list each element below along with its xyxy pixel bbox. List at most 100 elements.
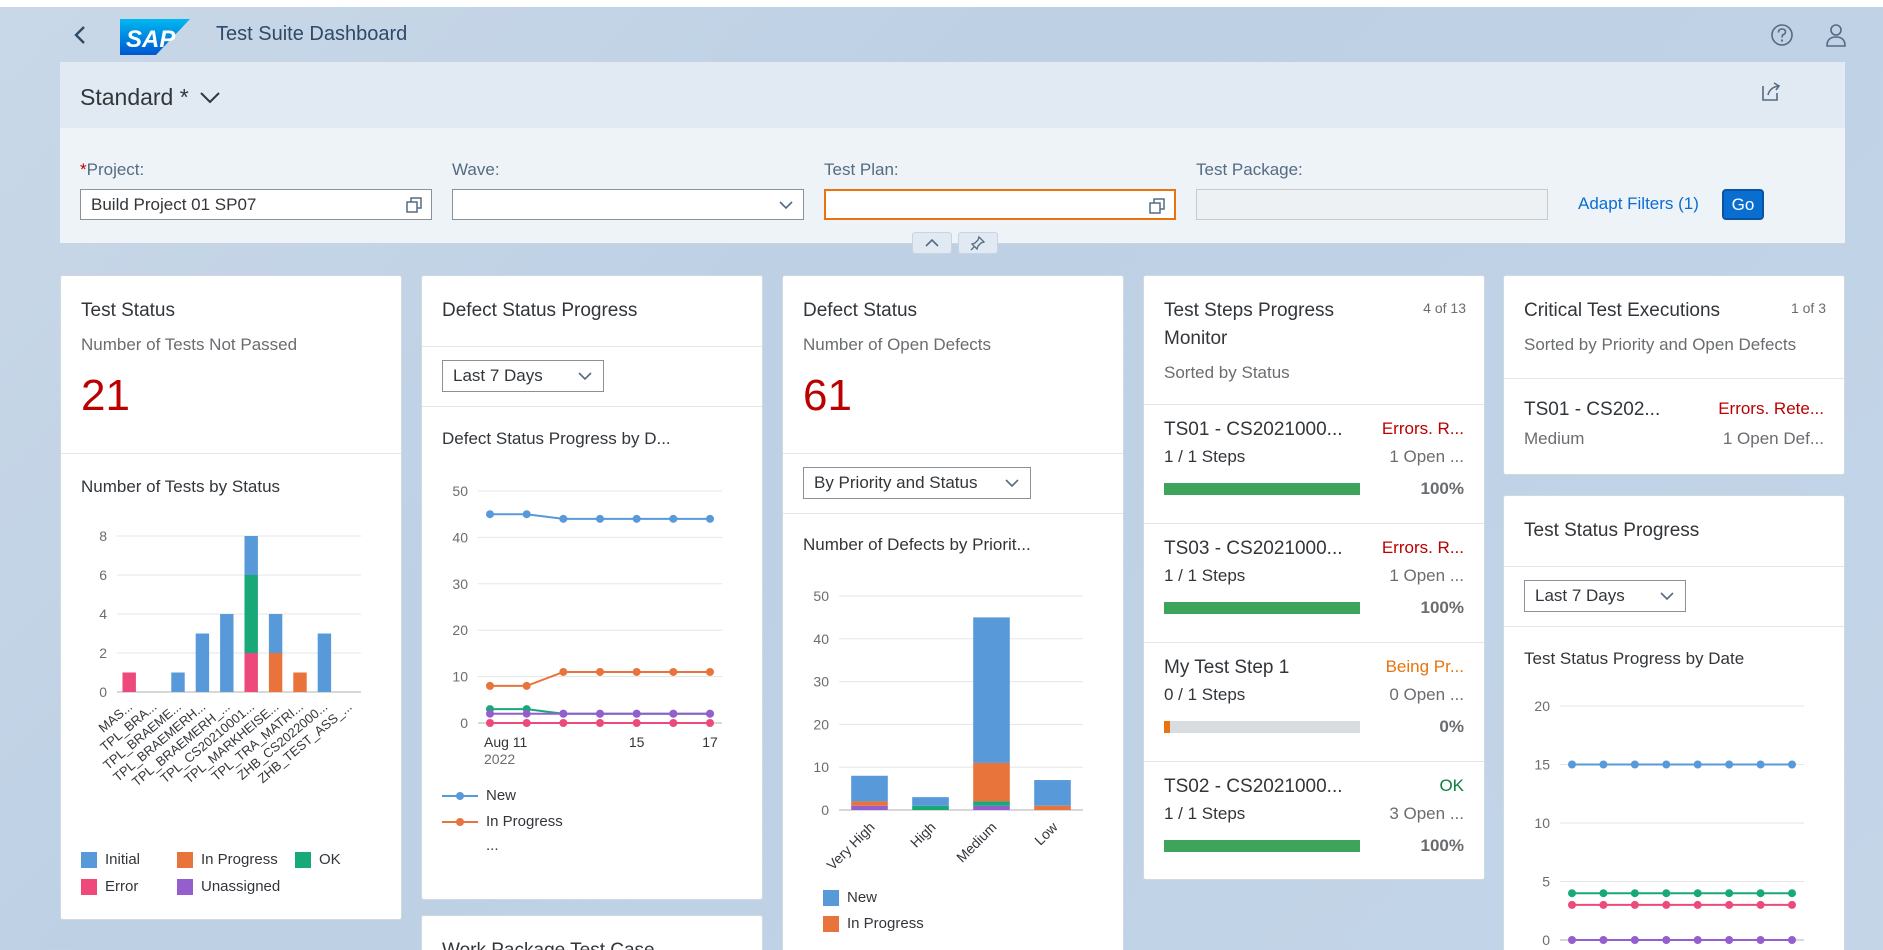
item-open-defects: 1 Open ... [1389,566,1464,585]
y-tick-label: 50 [452,483,468,499]
user-button[interactable] [1822,21,1850,49]
critical-executions-card[interactable]: Critical Test Executions 1 of 3 Sorted b… [1503,275,1845,475]
x-tick-label: Very High [823,819,877,873]
item-name: My Test Step 1 [1164,657,1290,678]
bar-segment [851,805,888,810]
item-open-defects: 1 Open ... [1389,447,1464,466]
data-point [522,681,531,690]
data-point [1693,889,1702,898]
bar-segment [268,653,283,692]
legend-item[interactable]: Error [81,878,138,895]
user-icon [1826,24,1846,47]
legend-item[interactable]: In Progress [177,851,278,868]
chart-title: Test Status Progress by Date [1524,649,1745,668]
legend-swatch [81,878,97,895]
bar-segment [171,672,185,692]
item-open-defects: 1 Open Def... [1722,429,1824,448]
legend-item[interactable]: Initial [81,851,140,868]
app-title: Test Suite Dashboard [216,23,408,45]
item-name: TS03 - CS2021000... [1164,538,1343,559]
test-steps-monitor-card[interactable]: Test Steps Progress Monitor 4 of 13 Sort… [1143,275,1485,880]
pin-header-button[interactable] [958,232,998,254]
work-package-card[interactable]: Work Package Test Case [421,915,763,950]
y-tick-label: 0 [1542,932,1550,946]
filter-bar-body: *Project: Build Project 01 SP07 Wave: Te… [60,128,1845,244]
data-point [1725,760,1734,769]
legend-item[interactable]: New [442,787,516,804]
test-plan-input[interactable] [824,189,1176,220]
bar-segment [973,617,1010,763]
legend-line-marker [442,791,478,800]
back-icon [74,26,85,44]
item-priority: Medium [1524,429,1585,448]
legend-more[interactable]: ... [486,837,499,854]
project-input[interactable]: Build Project 01 SP07 [80,189,432,220]
period-dropdown[interactable]: Last 7 Days [442,360,604,392]
x-tick-sublabel: 2022 [484,751,515,767]
data-point [1599,760,1608,769]
test-status-progress-card[interactable]: Test Status Progress Last 7 Days Test St… [1503,495,1845,950]
legend-item[interactable]: In Progress [442,813,563,830]
share-button[interactable] [1759,80,1785,106]
back-button[interactable] [66,21,94,49]
value-help-icon[interactable] [1148,197,1166,215]
kpi-value: 61 [803,371,852,420]
data-point [596,719,604,727]
y-tick-label: 4 [99,606,107,622]
chart-title: Number of Tests by Status [81,477,281,496]
y-tick-label: 40 [813,631,829,647]
item-status: OK [1439,776,1464,795]
variant-selector[interactable]: Standard * [80,84,221,111]
list-item[interactable]: TS03 - CS2021000... Errors. R... 1 / 1 Ste… [1144,523,1484,642]
card-title: Critical Test Executions [1524,300,1721,321]
item-steps: 1 / 1 Steps [1164,804,1246,823]
y-tick-label: 0 [99,684,107,700]
list-item[interactable]: TS01 - CS202... Errors. Rete... Medium 1… [1504,378,1844,474]
chevron-down-icon [779,201,793,210]
list-item[interactable]: My Test Step 1 Being Pr... 0 / 1 Steps 0 Op… [1144,642,1484,761]
progress-percent: 100% [1420,479,1464,498]
data-point [1725,936,1734,944]
data-point [1756,936,1765,944]
chart-title: Number of Defects by Priorit... [803,535,1031,554]
bar-segment [244,653,258,692]
wave-select[interactable] [452,189,804,220]
data-point [596,514,604,523]
test-status-card[interactable]: Test Status Number of Tests Not Passed 2… [60,275,402,920]
progress-bar [1164,483,1360,495]
progress-bar [1164,721,1360,733]
list-item[interactable]: TS01 - CS2021000... Errors. R... 1 / 1 Ste… [1144,404,1484,523]
test-status-progress-chart[interactable]: 0 5 10 15 20 [1504,686,1845,946]
item-steps: 0 / 1 Steps [1164,685,1246,704]
bar-segment [1034,780,1071,806]
test-package-input[interactable] [1196,189,1548,220]
variant-label: Standard * [80,84,189,110]
progress-bar [1164,840,1360,852]
help-button[interactable] [1768,21,1796,49]
item-open-defects: 3 Open ... [1389,804,1464,823]
bar-segment [268,614,283,653]
y-tick-label: 0 [460,715,468,731]
value-help-icon[interactable] [405,196,423,214]
bar-segment [973,805,1010,810]
bar-segment [1034,805,1071,810]
defect-status-progress-card[interactable]: Defect Status Progress Last 7 Days Defec… [421,275,763,900]
legend-item[interactable]: New [823,889,877,906]
defects-by-priority-chart[interactable]: 0 10 20 30 40 50 Very High High Medium Low [783,576,1124,886]
tests-by-status-chart[interactable]: 02468MAS...TPL_BRA...TPL_BRAEME...TPL_BR… [61,516,402,846]
list-item[interactable]: TS02 - CS2021000... OK 1 / 1 Steps 3 Open .… [1144,761,1484,879]
y-tick-label: 10 [813,759,829,775]
period-dropdown[interactable]: Last 7 Days [1524,580,1686,612]
legend-item[interactable]: In Progress [823,915,924,932]
card-separator [422,346,762,347]
adapt-filters-link[interactable]: Adapt Filters (1) [1578,194,1699,213]
collapse-header-button[interactable] [912,232,952,254]
data-point [1599,900,1608,909]
grouping-dropdown[interactable]: By Priority and Status [803,467,1031,499]
legend-item[interactable]: OK [295,851,341,868]
defect-status-card[interactable]: Defect Status Number of Open Defects 61 … [782,275,1124,950]
y-tick-label: 30 [813,674,829,690]
legend-item[interactable]: Unassigned [177,878,280,895]
go-button[interactable]: Go [1722,189,1764,220]
